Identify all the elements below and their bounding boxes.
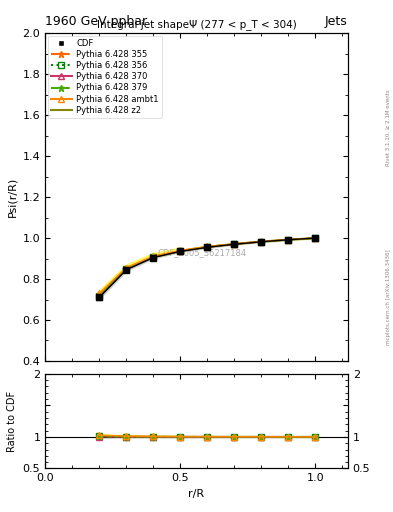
Text: mcplots.cern.ch [arXiv:1306.3436]: mcplots.cern.ch [arXiv:1306.3436] [386, 249, 391, 345]
Text: CDF_2005_S6217184: CDF_2005_S6217184 [158, 248, 247, 258]
Text: Jets: Jets [325, 15, 348, 28]
Text: Rivet 3.1.10, ≥ 2.1M events: Rivet 3.1.10, ≥ 2.1M events [386, 90, 391, 166]
Text: 1960 GeV ppbar: 1960 GeV ppbar [45, 15, 147, 28]
Legend: CDF, Pythia 6.428 355, Pythia 6.428 356, Pythia 6.428 370, Pythia 6.428 379, Pyt: CDF, Pythia 6.428 355, Pythia 6.428 356,… [48, 36, 162, 118]
Y-axis label: Ratio to CDF: Ratio to CDF [7, 391, 17, 452]
X-axis label: r/R: r/R [188, 489, 205, 499]
Y-axis label: Psi(r/R): Psi(r/R) [7, 177, 17, 217]
Text: Integral jet shapeΨ (277 < p_T < 304): Integral jet shapeΨ (277 < p_T < 304) [97, 19, 296, 30]
